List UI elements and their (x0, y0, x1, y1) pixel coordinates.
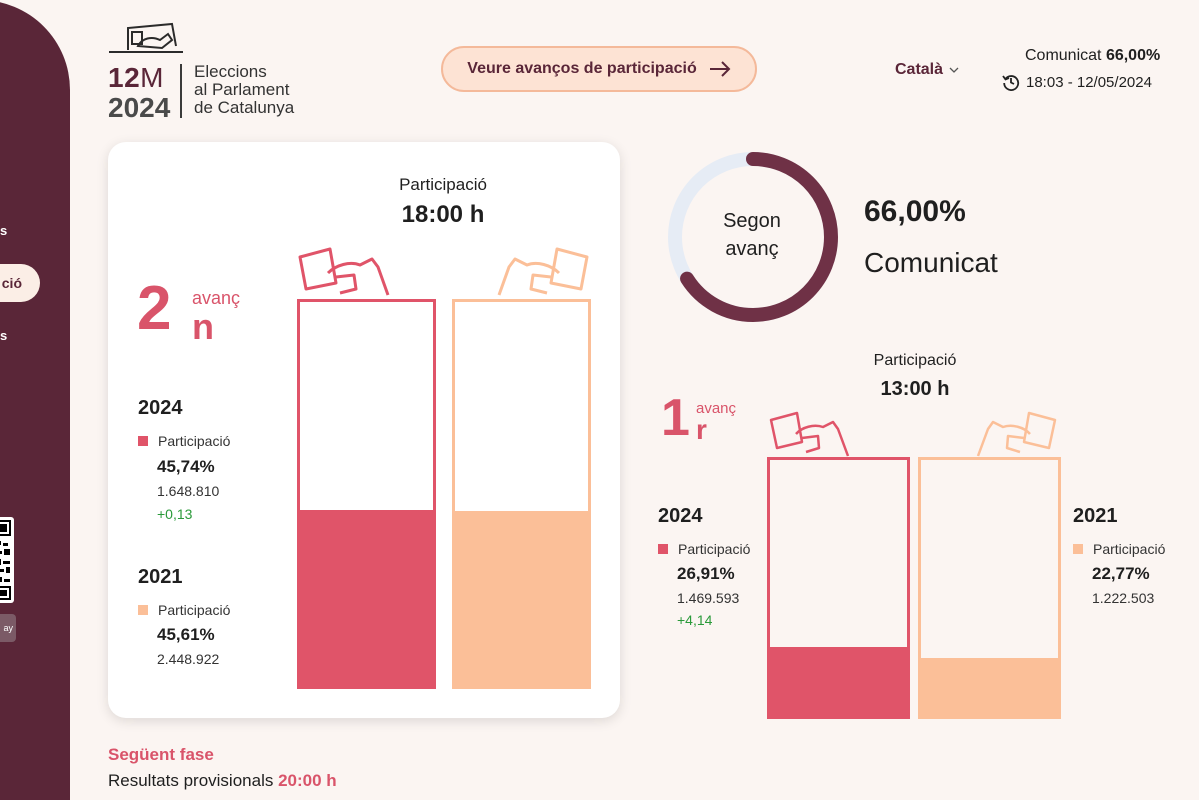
first-advance-number: 1 (661, 389, 690, 447)
app-store-button[interactable]: ay (0, 614, 16, 642)
logo-number: 12 (108, 62, 141, 93)
logo-year: 2024 (108, 92, 171, 123)
arrow-right-icon (709, 61, 731, 77)
bar-2021-first (918, 457, 1061, 719)
donut-label: Segon avanç (677, 207, 827, 263)
ballot-box-logo-icon (109, 22, 183, 53)
legend-swatch-2021 (1073, 544, 1083, 554)
language-label: Català (895, 61, 944, 78)
logo-title: Eleccions al Parlament de Catalunya (194, 63, 294, 117)
qr-code (0, 517, 14, 603)
donut-progress (668, 152, 838, 322)
logo-line-2: al Parlament (194, 80, 290, 99)
logo-line-1: Eleccions (194, 62, 267, 81)
bar-2021-second (452, 299, 591, 689)
first-2024-label: Participació (678, 541, 751, 557)
sidebar-item-participacio-active[interactable]: ció (0, 264, 40, 302)
second-2024-pct: 45,74% (157, 457, 215, 476)
second-2024-year: 2024 (138, 397, 183, 419)
second-2021-legend: Participació (138, 602, 230, 618)
view-advances-label: Veure avanços de participació (467, 60, 697, 77)
first-title: Participació (873, 352, 957, 369)
second-time: 18:00 h (401, 201, 485, 228)
bar-fill-2024-second (300, 510, 433, 686)
second-advance-word: avanç (192, 288, 241, 308)
second-2024-label: Participació (158, 433, 231, 449)
first-2024-diff: +4,14 (677, 612, 713, 628)
second-2021-label: Participació (158, 602, 231, 618)
donut-line-2: avanç (725, 238, 779, 260)
first-2021-votes: 1.222.503 (1092, 590, 1155, 606)
next-phase-title: Següent fase (108, 745, 214, 764)
first-2021-pct: 22,77% (1092, 564, 1150, 583)
first-advance-suffix: r (696, 414, 707, 445)
first-advance-word: avanç (696, 400, 737, 417)
comunicat-label: Comunicat (1025, 47, 1102, 64)
ballot-hand-icon (298, 247, 390, 296)
legend-swatch-2024 (138, 436, 148, 446)
timestamp: 18:03 - 12/05/2024 (1026, 73, 1152, 91)
first-2024-year: 2024 (658, 505, 703, 527)
first-2021-legend: Participació (1073, 541, 1165, 557)
comunicat-summary: Comunicat 66,00% (1025, 47, 1160, 65)
sidebar-item-3[interactable]: s (0, 328, 8, 343)
second-2024-votes: 1.648.810 (157, 483, 220, 499)
first-2024-votes: 1.469.593 (677, 590, 740, 606)
comunicat-big-label: Comunicat (864, 247, 998, 278)
bar-fill-2021-first (921, 657, 1058, 716)
second-2021-pct: 45,61% (157, 625, 215, 644)
chevron-down-icon (949, 67, 959, 73)
view-advances-button[interactable]: Veure avanços de participació (441, 46, 757, 92)
second-2021-year: 2021 (138, 566, 183, 588)
logo-divider (180, 64, 182, 118)
legend-swatch-2024 (658, 544, 668, 554)
first-2021-year: 2021 (1073, 505, 1118, 527)
second-title: Participació (399, 175, 487, 194)
ballot-hand-icon (976, 411, 1057, 457)
sidebar-item-1[interactable]: s (0, 223, 8, 238)
donut-line-1: Segon (723, 210, 781, 232)
update-time: 18:03 - 12/05/2024 (1002, 73, 1152, 91)
legend-swatch-2021 (138, 605, 148, 615)
first-2024-pct: 26,91% (677, 564, 735, 583)
ballot-hand-icon (497, 247, 589, 296)
logo-line-3: de Catalunya (194, 98, 295, 117)
second-advance-number: 2 (137, 274, 172, 343)
participation-donut (668, 152, 838, 322)
sidebar (0, 0, 70, 800)
ballot-hand-icon (769, 411, 850, 457)
second-advance-suffix: n (192, 306, 214, 347)
comunicat-value: 66,00% (1105, 47, 1161, 64)
next-phase-row: Resultats provisionals 20:00 h (108, 771, 337, 791)
next-phase-text: Resultats provisionals (108, 771, 274, 790)
bar-2024-first (767, 457, 910, 719)
next-phase-time: 20:00 h (278, 771, 337, 790)
second-2021-votes: 2.448.922 (157, 651, 220, 667)
comunicat-big-pct: 66,00% (864, 195, 966, 228)
language-selector[interactable]: Català (895, 61, 959, 79)
second-2024-diff: +0,13 (157, 506, 193, 522)
first-2024-legend: Participació (658, 541, 750, 557)
second-2024-legend: Participació (138, 433, 230, 449)
bar-2024-second (297, 299, 436, 689)
bar-fill-2021-second (455, 510, 588, 686)
first-2021-label: Participació (1093, 541, 1166, 557)
bar-fill-2024-first (770, 647, 907, 716)
history-clock-icon (1002, 75, 1020, 91)
first-time: 13:00 h (880, 378, 950, 400)
logo-m: M (140, 62, 164, 93)
